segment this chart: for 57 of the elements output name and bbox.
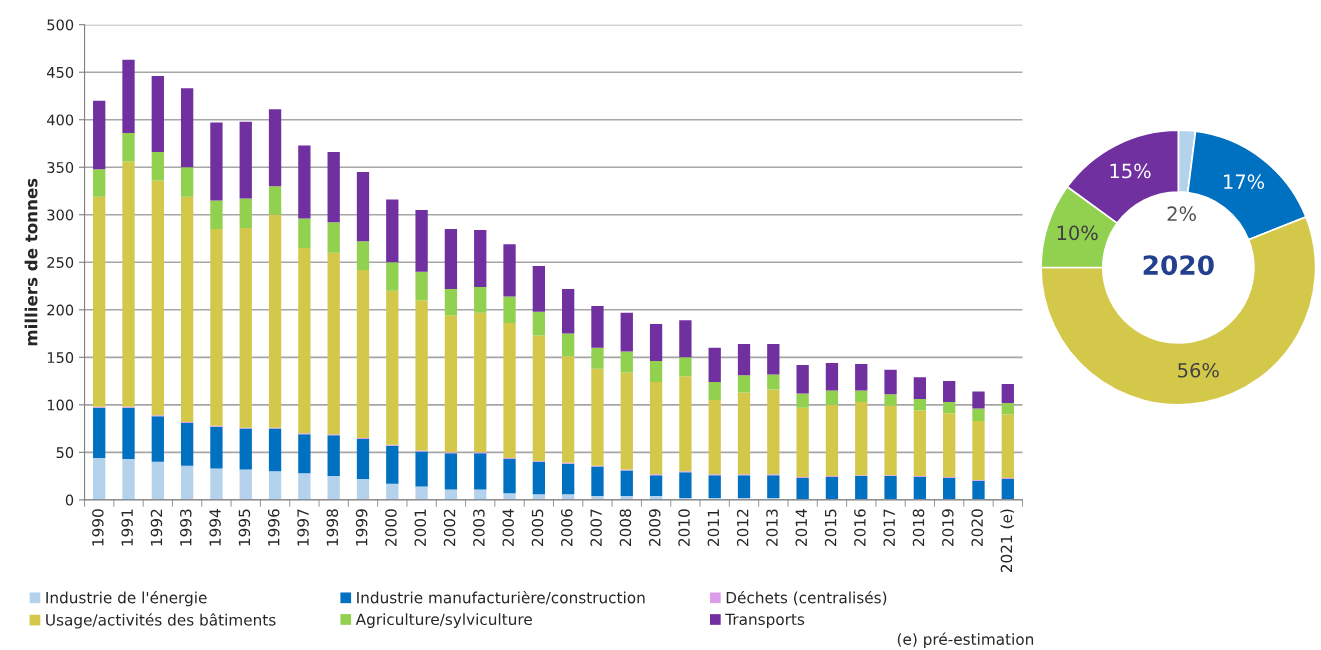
x-tick-label: 2013 bbox=[766, 509, 778, 546]
x-tick-label: 2016 bbox=[854, 509, 866, 546]
x-tick-label: 2001 bbox=[414, 509, 427, 546]
y-tick-label: 0 bbox=[65, 494, 74, 506]
text: 2020 bbox=[1143, 255, 1214, 276]
x-tick-label: 2007 bbox=[590, 509, 602, 546]
data-label: 2% bbox=[1167, 206, 1196, 222]
x-tick-label: 2014 bbox=[795, 509, 808, 546]
x-tick-label: 2015 bbox=[824, 509, 837, 546]
x-tick-label: 2006 bbox=[561, 509, 573, 546]
x-tick-label: 2010 bbox=[678, 509, 690, 546]
x-tick-label: 2002 bbox=[443, 509, 456, 546]
x-tick-label: 1995 bbox=[238, 509, 251, 546]
legend-label: Agriculture/sylviculture bbox=[355, 613, 532, 629]
y-tick-label: 300 bbox=[47, 209, 74, 221]
x-tick-label: 1998 bbox=[326, 509, 339, 546]
legend-label: Industrie de l'énergie bbox=[46, 590, 207, 607]
y-tick-label: 400 bbox=[47, 114, 74, 126]
data-label: 56% bbox=[1178, 362, 1219, 378]
y-tick-label: 500 bbox=[47, 19, 74, 31]
y-tick-label: 450 bbox=[47, 66, 74, 78]
x-tick-label: 2019 bbox=[942, 509, 954, 546]
x-tick-label: 1997 bbox=[297, 509, 309, 546]
y-tick-label: 350 bbox=[47, 161, 74, 173]
x-tick-label: 2020 bbox=[971, 509, 983, 546]
y-tick-label: 200 bbox=[47, 304, 74, 316]
x-tick-label: 2000 bbox=[385, 509, 397, 546]
y-tick-label: 100 bbox=[47, 399, 74, 411]
x-tick-label: 2009 bbox=[648, 509, 661, 546]
x-tick-label: 1991 bbox=[121, 509, 133, 546]
legend-label: Usage/activités des bâtiments bbox=[46, 613, 276, 629]
legend-label: Déchets (centralisés) bbox=[726, 590, 887, 606]
x-tick-label: 1992 bbox=[150, 509, 163, 546]
x-tick-label: 2017 bbox=[883, 509, 895, 546]
y-tick-label: 150 bbox=[47, 352, 74, 364]
x-tick-label: 2011 bbox=[707, 509, 720, 546]
x-tick-label: 2003 bbox=[473, 509, 485, 546]
y-tick-label: 50 bbox=[56, 447, 74, 459]
data-label: 15% bbox=[1110, 163, 1151, 179]
x-tick-label: 1996 bbox=[267, 509, 280, 546]
y-tick-label: 250 bbox=[47, 256, 74, 269]
x-tick-label: 1994 bbox=[209, 509, 221, 546]
x-tick-label: 1990 bbox=[92, 509, 104, 546]
x-tick-label: 2012 bbox=[736, 509, 749, 546]
x-tick-label: 1993 bbox=[180, 509, 192, 546]
y-axis-title: milliers de tonnes bbox=[24, 178, 38, 346]
data-label: 10% bbox=[1057, 225, 1098, 241]
x-tick-label: 2008 bbox=[619, 509, 632, 546]
legend-label: Transports bbox=[725, 613, 805, 629]
x-tick-label: 2005 bbox=[531, 509, 544, 546]
text: (e) pré-estimation bbox=[897, 632, 1034, 648]
data-label: 17% bbox=[1224, 174, 1265, 190]
x-tick-label: 2018 bbox=[912, 509, 925, 546]
x-tick-label: 1999 bbox=[355, 509, 368, 546]
x-tick-label: 2021 (e) bbox=[1000, 509, 1015, 573]
legend-label: Industrie manufacturière/construction bbox=[357, 590, 645, 605]
x-tick-label: 2004 bbox=[502, 509, 514, 546]
